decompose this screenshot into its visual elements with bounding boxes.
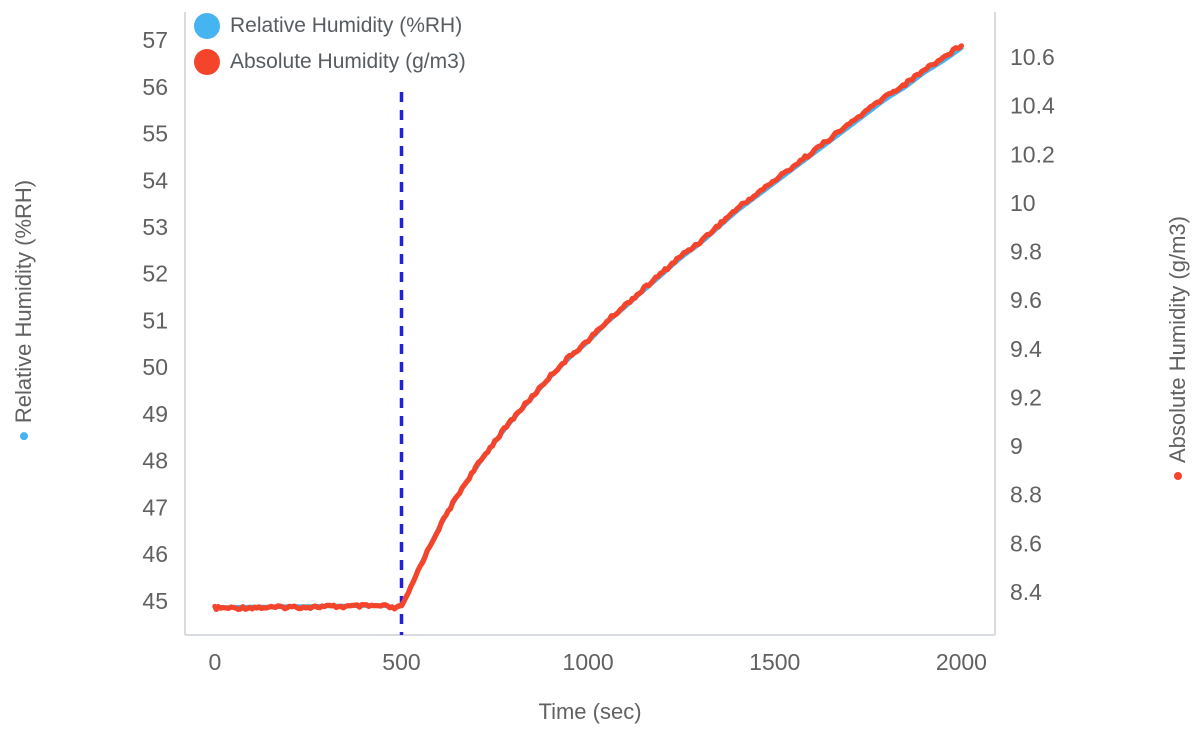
svg-text:10.2: 10.2 [1010, 141, 1055, 167]
svg-text:45: 45 [142, 588, 168, 614]
legend: Relative Humidity (%RH) Absolute Humidit… [192, 6, 476, 82]
svg-text:2000: 2000 [936, 649, 987, 675]
svg-text:9.8: 9.8 [1010, 239, 1042, 265]
svg-text:8.6: 8.6 [1010, 530, 1042, 556]
svg-text:1500: 1500 [749, 649, 800, 675]
svg-text:57: 57 [142, 27, 168, 53]
svg-text:0: 0 [208, 649, 221, 675]
svg-text:47: 47 [142, 494, 168, 520]
svg-text:56: 56 [142, 74, 168, 100]
svg-text:53: 53 [142, 214, 168, 240]
left-axis-title-text: Relative Humidity (%RH) [11, 179, 36, 424]
svg-text:8.4: 8.4 [1010, 579, 1042, 605]
legend-item-absolute-humidity[interactable]: Absolute Humidity (g/m3) [194, 44, 466, 80]
right-axis-title: Absolute Humidity (g/m3) [1165, 216, 1191, 480]
svg-text:48: 48 [142, 448, 168, 474]
right-axis-title-text: Absolute Humidity (g/m3) [1165, 216, 1190, 463]
svg-text:50: 50 [142, 354, 168, 380]
svg-text:49: 49 [142, 401, 168, 427]
svg-text:9.2: 9.2 [1010, 384, 1042, 410]
svg-text:46: 46 [142, 541, 168, 567]
svg-text:52: 52 [142, 261, 168, 287]
svg-text:9: 9 [1010, 433, 1023, 459]
legend-label-absolute-humidity: Absolute Humidity (g/m3) [230, 50, 466, 73]
svg-text:10.4: 10.4 [1010, 93, 1055, 119]
left-axis-marker-dot [20, 432, 28, 441]
legend-marker-relative-humidity [194, 13, 220, 39]
legend-label-relative-humidity: Relative Humidity (%RH) [230, 14, 463, 37]
svg-text:55: 55 [142, 121, 168, 147]
legend-item-relative-humidity[interactable]: Relative Humidity (%RH) [194, 8, 466, 44]
svg-text:500: 500 [382, 649, 420, 675]
svg-text:9.4: 9.4 [1010, 336, 1042, 362]
right-axis-marker-dot [1174, 471, 1182, 480]
svg-text:51: 51 [142, 307, 168, 333]
svg-text:1000: 1000 [563, 649, 614, 675]
x-axis-title: Time (sec) [538, 699, 642, 724]
svg-text:9.6: 9.6 [1010, 287, 1042, 313]
svg-text:8.8: 8.8 [1010, 482, 1042, 508]
svg-text:10: 10 [1010, 190, 1036, 216]
svg-text:10.6: 10.6 [1010, 44, 1055, 70]
svg-text:54: 54 [142, 167, 168, 193]
left-axis-title: Relative Humidity (%RH) [11, 179, 37, 441]
legend-marker-absolute-humidity [194, 49, 220, 75]
